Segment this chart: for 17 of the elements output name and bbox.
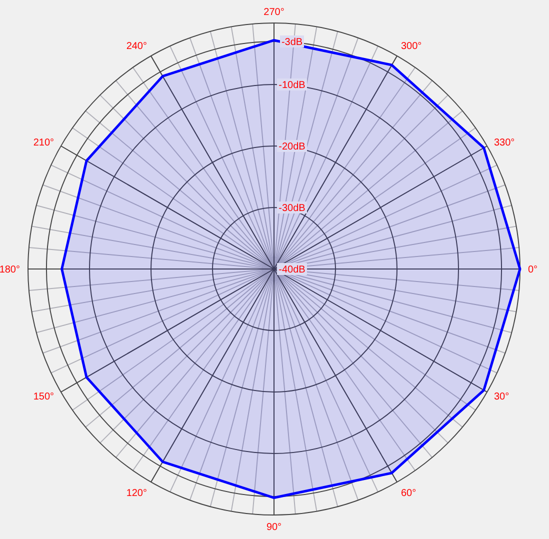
y-tick-label: -30dB bbox=[278, 203, 306, 214]
spoke-label: 180° bbox=[0, 264, 20, 276]
spoke-label: 210° bbox=[33, 138, 54, 149]
spoke-label: 0° bbox=[528, 264, 538, 276]
y-tick-label: -40dB bbox=[278, 264, 306, 276]
spoke-label: 150° bbox=[33, 392, 54, 403]
y-tick-label: -10dB bbox=[278, 80, 306, 91]
spoke-label: 120° bbox=[126, 488, 147, 500]
spoke-label: 90° bbox=[266, 522, 282, 534]
y-tick-label: -20dB bbox=[278, 142, 306, 152]
spoke-label: 60° bbox=[401, 488, 416, 500]
y-tick-label: -3dB bbox=[281, 36, 303, 48]
spoke-label: 300° bbox=[401, 41, 422, 52]
spoke-label: 240° bbox=[126, 41, 147, 52]
spoke-label: 270° bbox=[264, 7, 284, 18]
spoke-label: 30° bbox=[494, 392, 510, 403]
spoke-label: 330° bbox=[494, 138, 515, 149]
